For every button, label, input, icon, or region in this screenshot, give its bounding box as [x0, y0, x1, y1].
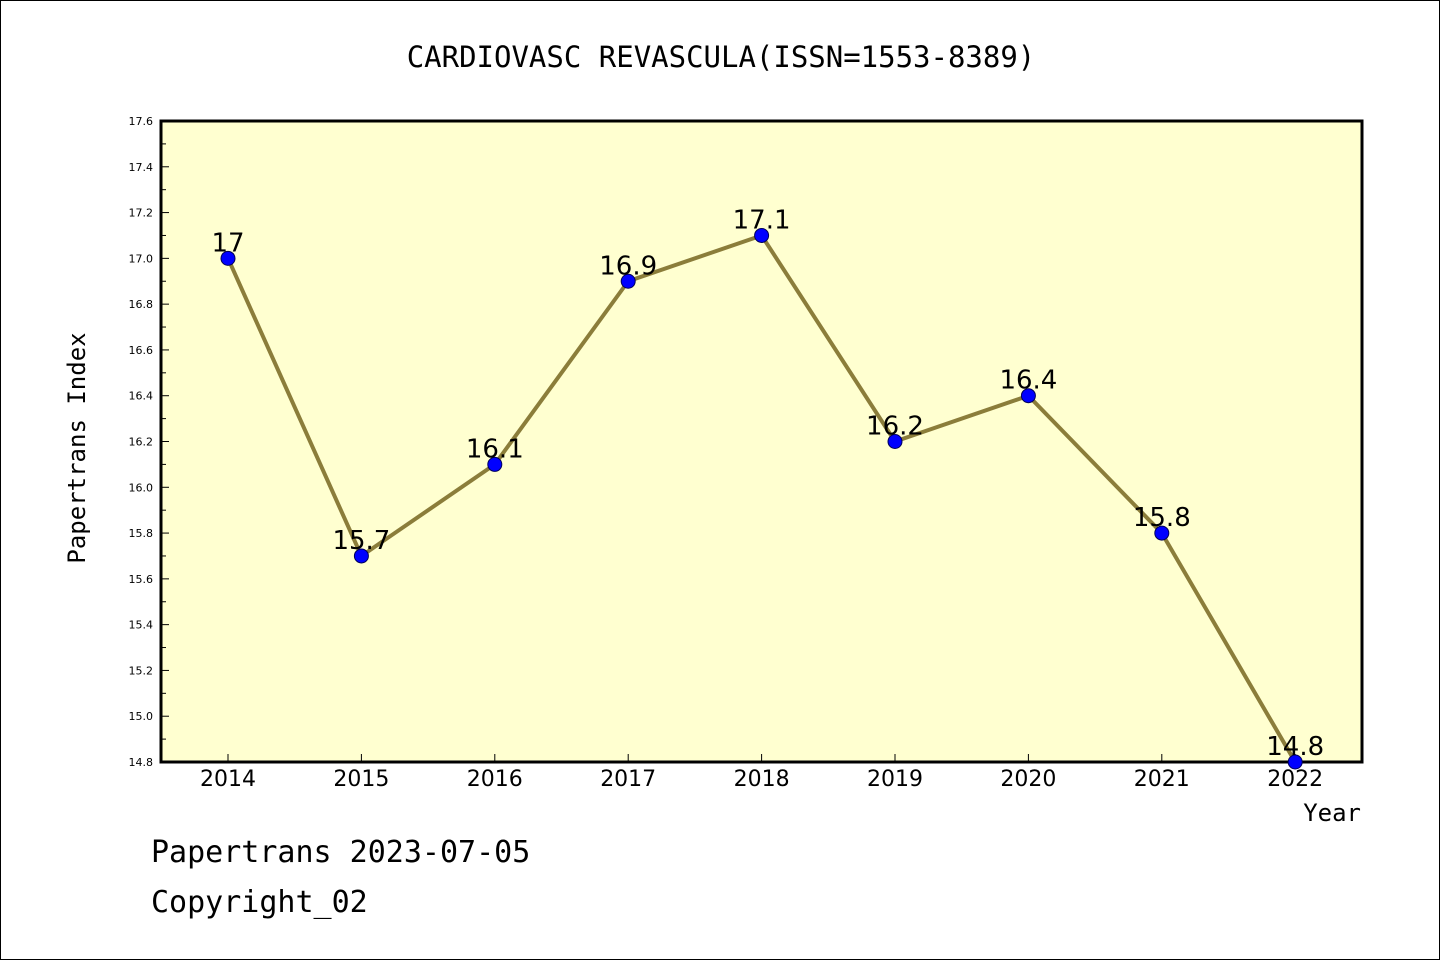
- data-label: 15.8: [1133, 503, 1191, 533]
- x-tick-label: 2018: [734, 767, 790, 792]
- y-tick-label: 15.2: [129, 664, 154, 677]
- x-axis: 2014 2015 2016 2017 2018 2019 2020 2021 2022: [200, 754, 1323, 792]
- data-label: 17.1: [733, 205, 791, 235]
- footer-copyright: Copyright_02: [151, 885, 368, 920]
- data-label: 16.1: [466, 434, 524, 464]
- data-point: [487, 456, 503, 472]
- series-layer: [220, 227, 1303, 770]
- data-point: [754, 227, 770, 243]
- data-label: 14.8: [1266, 732, 1324, 762]
- x-tick-label: 2016: [467, 767, 523, 792]
- data-label: 16.2: [866, 412, 924, 442]
- data-label: 15.7: [332, 526, 390, 556]
- y-tick-label: 15.0: [129, 710, 154, 723]
- data-point: [1020, 388, 1036, 404]
- x-tick-label: 2022: [1267, 767, 1323, 792]
- data-point: [1154, 525, 1170, 541]
- x-tick-label: 2014: [200, 767, 256, 792]
- y-tick-label: 17.6: [129, 115, 154, 128]
- data-point: [1287, 754, 1303, 770]
- x-tick-label: 2017: [600, 767, 656, 792]
- chart-title: CARDIOVASC REVASCULA(ISSN=1553-8389): [407, 40, 1036, 74]
- y-tick-label: 16.0: [129, 481, 154, 494]
- y-tick-label: 15.4: [129, 619, 154, 632]
- data-label: 16.4: [999, 366, 1057, 396]
- y-tick-label: 17.0: [129, 252, 154, 265]
- footer-date: Papertrans 2023-07-05: [151, 835, 531, 870]
- y-tick-label: 15.6: [129, 573, 154, 586]
- data-label: 17: [211, 228, 244, 258]
- y-tick-label: 16.4: [129, 390, 154, 403]
- x-tick-label: 2020: [1000, 767, 1056, 792]
- y-tick-label: 17.2: [129, 207, 154, 220]
- y-tick-label: 14.8: [129, 756, 154, 769]
- data-labels: 17 15.7 16.1 16.9 17.1 16.2 16.4 15.8 14.8: [211, 205, 1324, 762]
- data-label: 16.9: [599, 251, 657, 281]
- plot-area: [159, 119, 1364, 764]
- x-tick-label: 2021: [1134, 767, 1190, 792]
- y-axis-label: Papertrans Index: [63, 332, 91, 563]
- y-tick-label: 16.6: [129, 344, 154, 357]
- y-tick-label: 17.4: [129, 161, 154, 174]
- data-point: [220, 250, 236, 266]
- y-axis: 14.8 15.0 15.2 15.4 15.6 15.8 16.0 16.2 16.4 16.6…: [129, 115, 169, 769]
- x-tick-label: 2019: [867, 767, 923, 792]
- y-tick-label: 16.8: [129, 298, 154, 311]
- x-axis-label: Year: [1303, 799, 1361, 827]
- data-point: [620, 273, 636, 289]
- data-point: [353, 548, 369, 564]
- y-tick-label: 16.2: [129, 436, 154, 449]
- y-tick-label: 15.8: [129, 527, 154, 540]
- data-point: [887, 434, 903, 449]
- x-tick-label: 2015: [333, 767, 389, 792]
